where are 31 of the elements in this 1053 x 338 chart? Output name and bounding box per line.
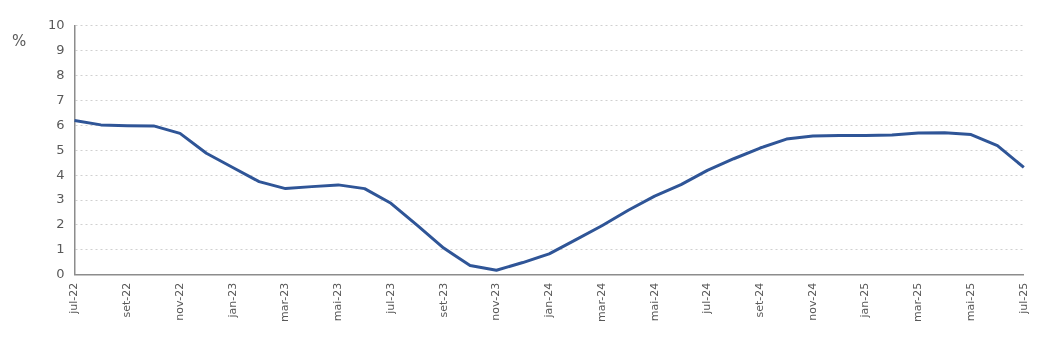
y-axis-title: % bbox=[12, 31, 27, 50]
x-tick-label: mai-25 bbox=[963, 282, 977, 322]
y-tick-label: 2 bbox=[56, 216, 65, 232]
y-tick-label: 8 bbox=[56, 66, 65, 82]
y-tick-label: 6 bbox=[56, 116, 65, 132]
x-tick-label: jan-23 bbox=[225, 282, 239, 319]
y-tick-label: 10 bbox=[48, 17, 65, 33]
x-tick-label: jul-24 bbox=[700, 282, 714, 315]
y-tick-label: 1 bbox=[56, 241, 65, 257]
x-tick-label: set-22 bbox=[120, 282, 134, 318]
y-tick-label: 7 bbox=[56, 91, 65, 107]
y-tick-label: 4 bbox=[56, 166, 65, 182]
x-tick-label: mar-23 bbox=[278, 282, 292, 323]
x-tick-label: mai-24 bbox=[647, 282, 661, 322]
y-tick-label: 9 bbox=[56, 42, 65, 58]
x-tick-label: jan-25 bbox=[858, 282, 872, 319]
x-tick-label: mar-24 bbox=[594, 282, 608, 323]
x-tick-label: jul-23 bbox=[383, 282, 397, 315]
x-tick-label: jul-25 bbox=[1016, 282, 1030, 315]
y-tick-label: 3 bbox=[56, 191, 65, 207]
x-tick-label: set-23 bbox=[436, 282, 450, 318]
y-tick-label: 0 bbox=[56, 266, 65, 282]
x-tick-label: nov-23 bbox=[489, 282, 503, 321]
x-tick-label: jul-22 bbox=[67, 282, 81, 315]
x-tick-label: nov-24 bbox=[805, 282, 819, 321]
y-tick-label: 5 bbox=[56, 141, 65, 157]
x-tick-label: jan-24 bbox=[542, 282, 556, 319]
x-tick-label: nov-22 bbox=[172, 282, 186, 321]
x-tick-label: set-24 bbox=[752, 282, 766, 318]
x-tick-label: mai-23 bbox=[331, 282, 345, 322]
x-tick-label: mar-25 bbox=[911, 282, 925, 323]
